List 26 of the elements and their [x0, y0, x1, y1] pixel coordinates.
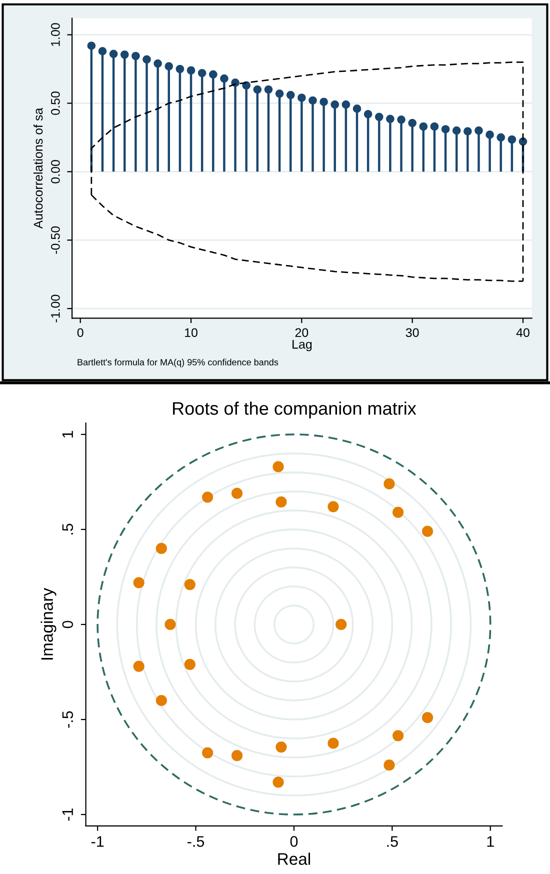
x-axis-title: Lag [292, 340, 312, 352]
x-tick-label: .5 [387, 836, 398, 847]
y-axis-title: Autocorrelations of sa [33, 108, 43, 229]
y-tick-label: 1.00 [51, 23, 60, 46]
x-tick-label: 30 [406, 328, 419, 338]
y-axis-title: Imaginary [40, 588, 56, 660]
chart-title: Roots of the companion matrix [173, 402, 416, 418]
y-tick-label: .5 [62, 524, 74, 534]
x-tick-label: 10 [185, 328, 198, 338]
x-tick-label: 1 [487, 836, 494, 847]
x-tick-label: 0 [77, 328, 84, 338]
x-tick-label: 40 [516, 328, 530, 338]
y-tick-label: 0.50 [51, 92, 60, 115]
y-tick-label: 0 [62, 620, 74, 628]
y-tick-label: -0.50 [51, 226, 60, 254]
x-tick-label: -.5 [188, 836, 204, 847]
x-tick-label: 20 [295, 328, 308, 338]
y-tick-label: -1.00 [51, 294, 60, 322]
text: Bartlett's formula for MA(q) 95% confidence bands [78, 358, 278, 368]
y-tick-label: 1 [62, 430, 73, 438]
x-tick-label: -1 [91, 836, 104, 847]
y-tick-label: 0.00 [51, 160, 60, 184]
y-tick-label: -.5 [62, 711, 74, 728]
x-axis-title: Real [278, 852, 310, 865]
x-tick-label: 0 [290, 836, 298, 847]
y-tick-label: -1 [62, 808, 73, 821]
